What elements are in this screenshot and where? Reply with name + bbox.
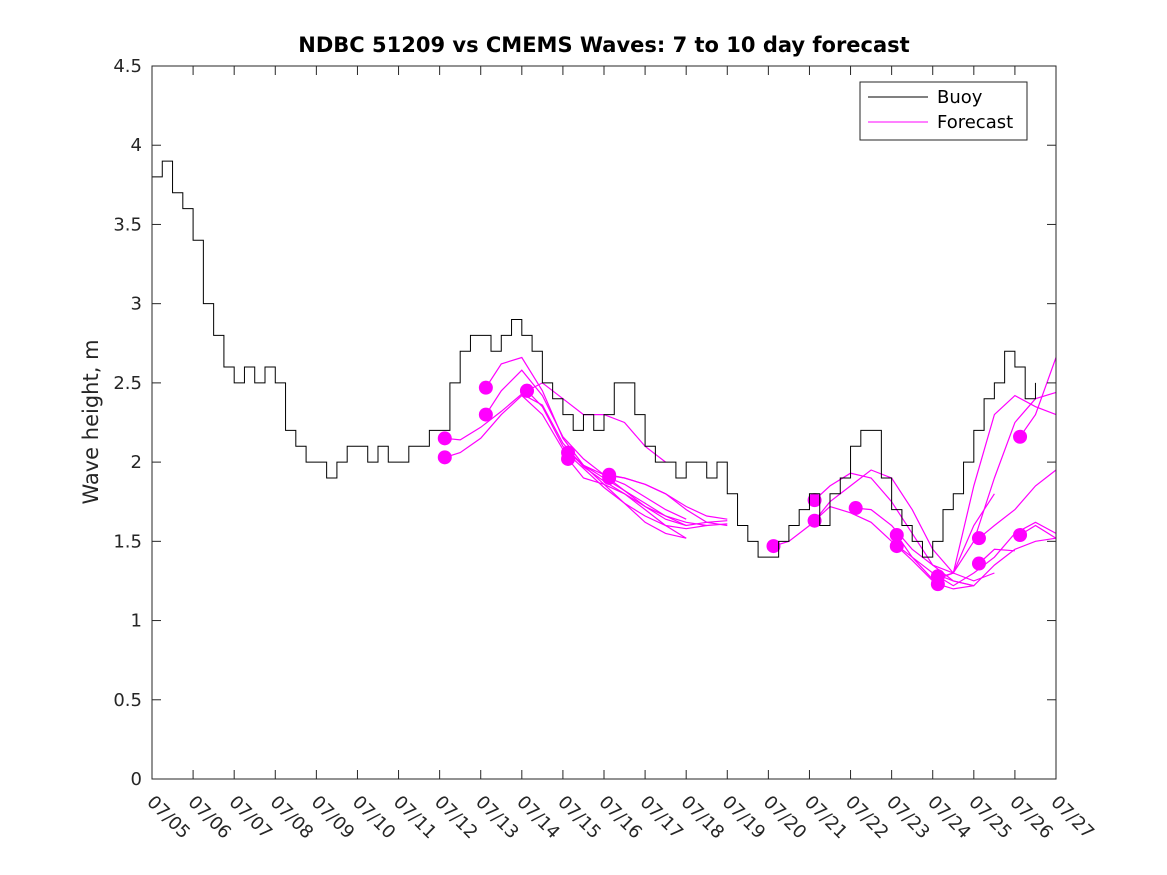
forecast-line: [608, 477, 687, 520]
forecast-start-marker: [437, 450, 452, 465]
forecast-start-marker: [930, 577, 945, 592]
forecast-start-marker: [519, 383, 534, 398]
forecast-start-marker: [807, 513, 822, 528]
y-tick-label: 2.5: [113, 373, 142, 394]
legend-label-buoy: Buoy: [937, 87, 983, 108]
forecast-start-marker: [807, 493, 822, 508]
forecast-start-marker: [1013, 429, 1028, 444]
legend: Buoy Forecast: [859, 81, 1028, 141]
x-tick-label: 07/15: [553, 792, 605, 844]
y-tick-label: 3.5: [113, 214, 142, 235]
buoy-series: [152, 160, 1036, 558]
x-tick-label: 07/08: [266, 792, 318, 844]
forecast-start-marker: [1013, 527, 1028, 542]
y-tick-label: 0.5: [113, 690, 142, 711]
forecast-start-marker: [848, 501, 863, 516]
y-tick-label: 0: [131, 769, 142, 790]
y-tick-label: 2: [131, 452, 142, 473]
x-tick-label: 07/17: [636, 792, 688, 844]
forecast-line: [567, 458, 687, 539]
forecast-start-marker: [602, 470, 617, 485]
forecast-line: [937, 521, 1057, 587]
legend-box: [859, 81, 1028, 141]
legend-label-forecast: Forecast: [937, 112, 1013, 133]
forecast-line: [978, 548, 1015, 564]
x-tick-label: 07/20: [759, 792, 811, 844]
forecast-start-marker: [889, 527, 904, 542]
x-tick-label: 07/18: [677, 792, 729, 844]
x-tick-label: 07/06: [184, 792, 236, 844]
forecast-line: [978, 469, 1057, 539]
forecast-start-marker: [437, 431, 452, 446]
y-tick-label: 4.5: [113, 56, 142, 77]
y-axis-label: Wave height, m: [79, 339, 103, 504]
forecast-start-marker: [561, 451, 576, 466]
x-tick-label: 07/12: [430, 792, 482, 844]
forecast-line: [444, 393, 728, 527]
forecast-line: [896, 394, 1057, 581]
x-tick-label: 07/10: [348, 792, 400, 844]
x-tick-label: 07/21: [800, 792, 852, 844]
y-tick-label: 4: [131, 135, 142, 156]
x-tick-label: 07/14: [512, 792, 564, 844]
y-tick-label: 1: [131, 611, 142, 632]
forecast-line: [485, 356, 707, 527]
x-tick-label: 07/26: [1005, 792, 1057, 844]
y-tick-label: 3: [131, 294, 142, 315]
chart-title: NDBC 51209 vs CMEMS Waves: 7 to 10 day f…: [298, 33, 909, 57]
x-tick-label: 07/13: [471, 792, 523, 844]
x-tick-label: 07/05: [142, 792, 194, 844]
forecast-start-marker: [889, 539, 904, 554]
x-tick-label: 07/19: [718, 792, 770, 844]
x-tick-label: 07/27: [1046, 792, 1098, 844]
x-tick-label: 07/16: [594, 792, 646, 844]
forecast-start-marker: [971, 531, 986, 546]
x-tick-label: 07/09: [307, 792, 359, 844]
x-tick-label: 07/22: [841, 792, 893, 844]
x-tick-label: 07/25: [964, 792, 1016, 844]
forecast-line: [485, 369, 687, 527]
y-tick-label: 1.5: [113, 531, 142, 552]
forecast-start-marker: [766, 539, 781, 554]
forecast-start-marker: [478, 407, 493, 422]
forecast-line: [608, 474, 728, 527]
x-tick-label: 07/23: [882, 792, 934, 844]
forecast-series: [437, 356, 1057, 592]
x-tick-label: 07/07: [225, 792, 277, 844]
x-tick-label: 07/24: [923, 792, 975, 844]
forecast-start-marker: [971, 556, 986, 571]
forecast-line: [937, 537, 1057, 590]
forecast-start-marker: [478, 380, 493, 395]
x-tick-label: 07/11: [389, 792, 441, 844]
buoy-line: [152, 160, 1036, 558]
forecast-line: [1019, 357, 1057, 438]
forecast-line: [444, 394, 728, 530]
